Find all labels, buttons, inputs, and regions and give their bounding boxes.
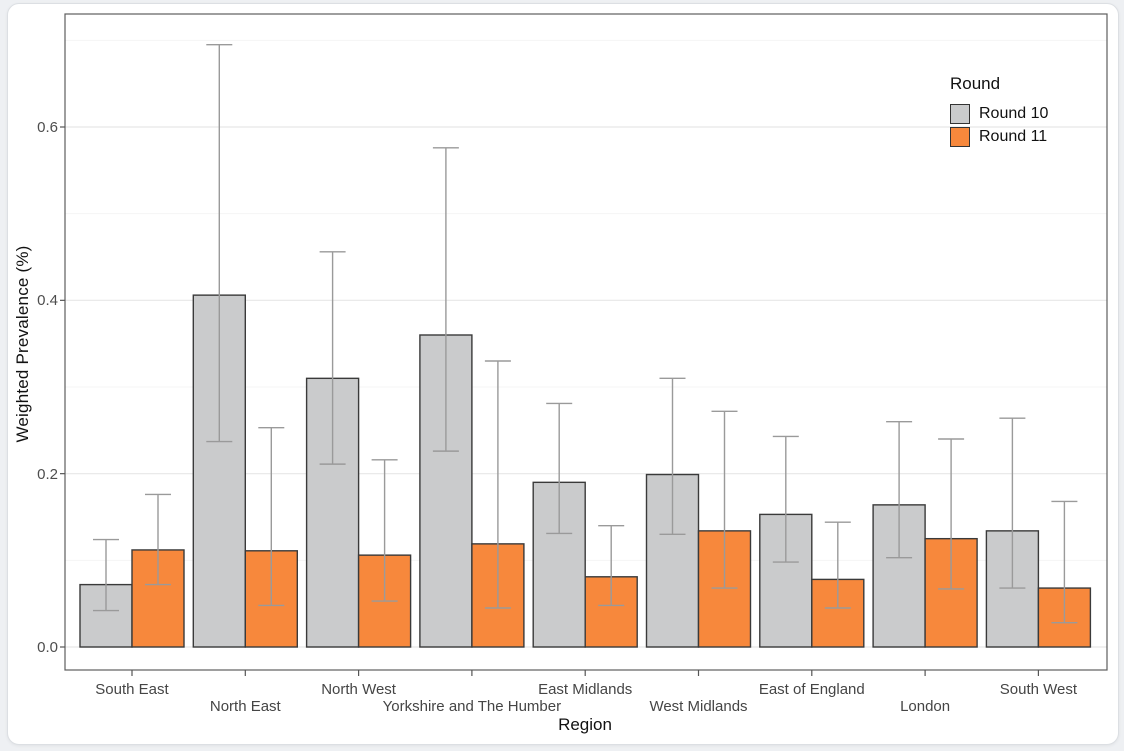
x-axis-title: Region (558, 715, 612, 734)
legend: Round Round 10 Round 11 (950, 74, 1120, 148)
x-category-label-east-of-england: East of England (758, 681, 865, 698)
x-category-label-north-east: North East (209, 698, 281, 715)
x-category-label-west-midlands: West Midlands (649, 698, 748, 715)
y-tick-label-0.2: 0.2 (37, 465, 58, 483)
legend-title: Round (950, 74, 1001, 93)
y-axis-title: Weighted Prevalence (%) (13, 245, 32, 443)
legend-entry-round-11: Round 11 (950, 125, 1120, 148)
y-tick-label-0.0: 0.0 (37, 639, 58, 656)
round-11-swatch-icon (950, 126, 970, 147)
legend-label-round-10: Round 10 (979, 104, 1049, 122)
panel-border (64, 13, 1108, 671)
x-category-label-yorkshire-and-the-humber: Yorkshire and The Humber (382, 698, 562, 715)
round-10-swatch-icon (950, 103, 970, 124)
x-category-label-south-west: South West (999, 681, 1078, 698)
legend-entry-round-10: Round 10 (950, 102, 1120, 125)
x-category-label-london: London (900, 698, 951, 715)
x-category-label-east-midlands: East Midlands (538, 681, 633, 698)
x-category-label-south-east: South East (95, 681, 169, 698)
y-tick-label-0.6: 0.6 (37, 119, 58, 136)
x-category-label-north-west: North West (321, 681, 396, 698)
legend-label-round-11: Round 11 (979, 127, 1048, 145)
y-tick-label-0.4: 0.4 (37, 292, 58, 310)
